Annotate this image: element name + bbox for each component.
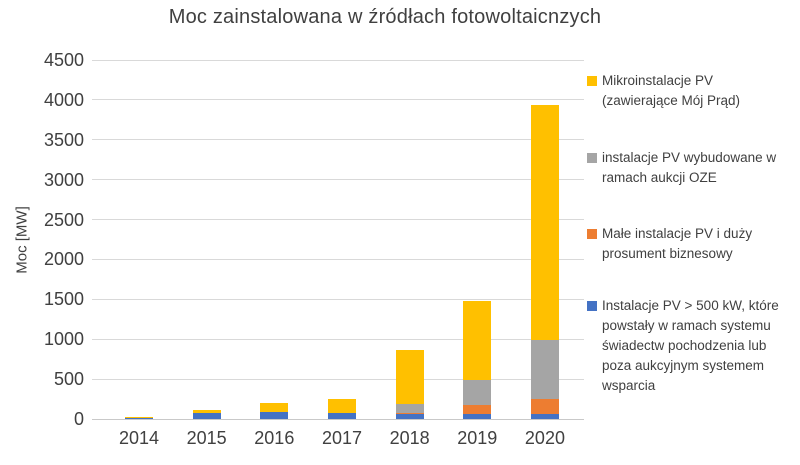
x-tick-label: 2014 (118, 428, 160, 448)
legend-swatch-icon (587, 153, 597, 163)
y-tick-label: 2500 (43, 209, 84, 230)
legend-item: Mikroinstalacje PV (zawierające Mój Prąd… (586, 71, 798, 111)
gridline (92, 338, 584, 340)
bar-segment-2015 (192, 413, 221, 419)
bar-segment-2014 (125, 417, 153, 419)
legend-label: instalacje PV wybudowane w ramach aukcji… (602, 150, 777, 185)
bar-segment-2018 (395, 403, 424, 413)
legend-swatch-icon (587, 229, 597, 239)
x-tick-label: 2015 (186, 428, 227, 448)
legend-label: Małe instalacje PV i duży prosument bizn… (602, 226, 753, 261)
legend-item: Małe instalacje PV i duży prosument bizn… (586, 224, 798, 264)
bar-segment-2020 (530, 398, 559, 415)
bar-segment-2014 (125, 418, 153, 419)
bar-segment-2020 (530, 104, 559, 341)
bar-segment-2020 (530, 340, 559, 399)
gridline (92, 219, 584, 221)
y-tick-label: 3500 (43, 129, 84, 150)
bar-segment-2016 (260, 403, 289, 413)
gridline (92, 139, 584, 141)
x-tick-label: 2016 (254, 428, 295, 448)
bar-segment-2019 (463, 300, 492, 380)
y-tick-label: 4000 (43, 89, 84, 110)
y-tick-label: 1500 (43, 289, 84, 310)
bar-segment-2017 (327, 412, 356, 419)
gridline (92, 99, 584, 101)
gridline (92, 258, 584, 260)
bar-segment-2017 (327, 398, 356, 413)
bar-segment-2018 (395, 413, 424, 415)
bar-segment-2019 (463, 414, 492, 419)
chart-title: Moc zainstalowana w źródłach fotowoltaic… (168, 6, 602, 28)
gridline (92, 378, 584, 380)
x-tick-label: 2017 (321, 428, 362, 448)
y-tick-label: 500 (53, 369, 84, 390)
legend-label: Instalacje PV > 500 kW, które powstały w… (602, 298, 779, 393)
legend: Mikroinstalacje PV (zawierające Mój Prąd… (586, 0, 800, 465)
y-tick-label: 4500 (43, 50, 84, 70)
legend-swatch-icon (587, 301, 597, 311)
y-tick-label: 2000 (43, 249, 84, 270)
x-tick-label: 2018 (389, 428, 430, 448)
gridline (92, 298, 584, 300)
legend-swatch-icon (587, 76, 597, 86)
x-tick-label: 2020 (524, 428, 565, 448)
y-tick-label: 3000 (43, 169, 84, 190)
y-tick-label: 1000 (43, 329, 84, 350)
bar-segment-2016 (260, 412, 289, 419)
bar-segment-2015 (192, 410, 221, 413)
legend-item: instalacje PV wybudowane w ramach aukcji… (586, 148, 798, 188)
x-tick-label: 2019 (457, 428, 498, 448)
bar-segment-2019 (463, 379, 492, 406)
y-tick-label: 0 (73, 409, 84, 429)
gridline (92, 179, 584, 181)
bar-segment-2018 (395, 350, 424, 404)
legend-item: Instalacje PV > 500 kW, które powstały w… (586, 296, 798, 396)
bar-segment-2020 (530, 414, 559, 419)
bar-segment-2018 (395, 414, 424, 419)
legend-label: Mikroinstalacje PV (zawierające Mój Prąd… (602, 73, 741, 108)
x-axis-line (92, 418, 584, 420)
bar-segment-2019 (463, 405, 492, 415)
gridline (92, 59, 584, 61)
